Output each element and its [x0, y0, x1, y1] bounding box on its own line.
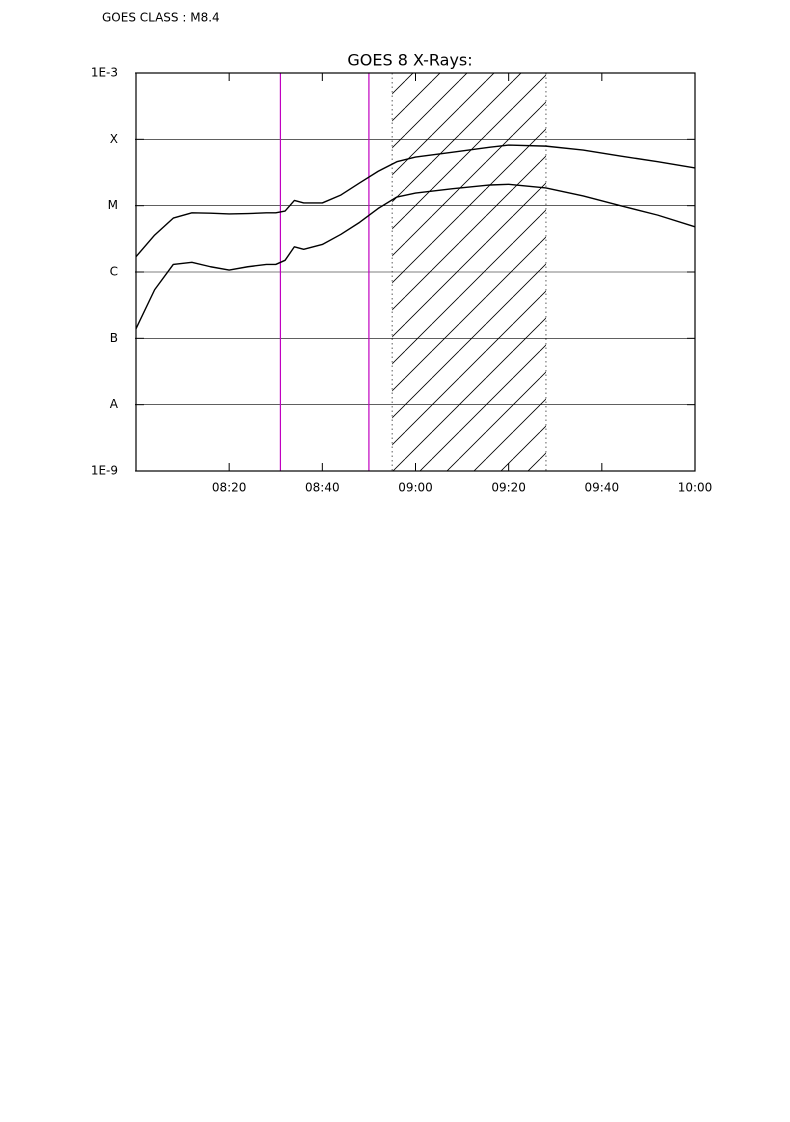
x-tick-label: 10:00 [678, 481, 713, 495]
y-tick-label: 1E-3 [91, 66, 118, 80]
y-tick-label: B [110, 331, 118, 345]
x-tick-label: 08:40 [305, 481, 340, 495]
y-tick-label: X [110, 132, 118, 146]
series-line [135, 183, 696, 329]
y-tick-label: A [110, 397, 119, 411]
series-line [135, 144, 696, 258]
plot-frame [135, 72, 696, 472]
y-tick-label: C [110, 265, 118, 279]
chart-title: GOES 8 X-Rays: [347, 51, 472, 70]
y-tick-label: M [108, 198, 118, 212]
y-tick-label: 1E-9 [91, 464, 118, 478]
x-tick-label: 09:40 [585, 481, 620, 495]
x-tick-label: 09:00 [398, 481, 433, 495]
x-tick-label: 09:20 [491, 481, 526, 495]
header: GOES CLASS : M8.4 [102, 11, 220, 25]
x-tick-label: 08:20 [212, 481, 247, 495]
